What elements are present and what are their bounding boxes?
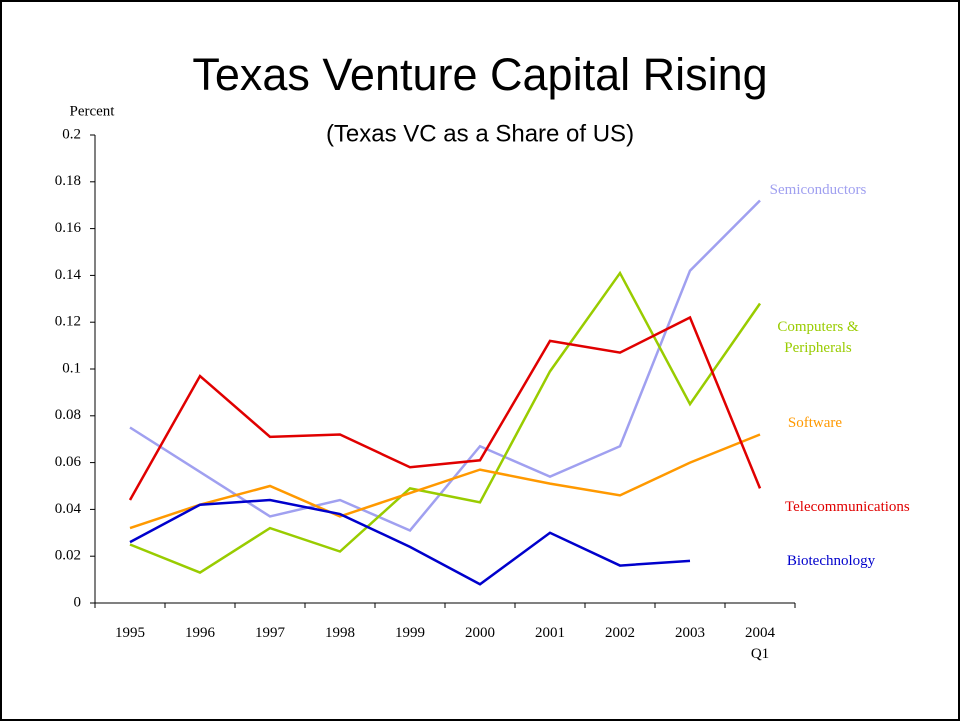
y-tick-label: 0.02 [55, 548, 81, 564]
y-tick-label: 0.04 [55, 501, 82, 517]
series-line [129, 270, 762, 574]
x-tick-label: 2002 [605, 625, 635, 641]
x-tick-label: 2003 [675, 625, 705, 641]
y-tick-label: 0.12 [55, 314, 81, 330]
y-axis-label: Percent [70, 103, 116, 119]
y-tick-label: 0.08 [55, 407, 81, 423]
series-line [129, 498, 691, 586]
series-label: Biotechnology [786, 553, 876, 569]
x-tick-label: 1999 [395, 625, 425, 641]
series-line [128, 315, 762, 501]
series-line [129, 433, 761, 530]
y-tick-label: 0.14 [55, 267, 82, 283]
series-label: Telecommunications [785, 499, 910, 515]
series-label: Semiconductors [769, 182, 867, 198]
x-tick-label: 2004 Q1 [745, 625, 775, 662]
y-tick-label: 0.1 [62, 360, 81, 376]
y-tick-label: 0.16 [55, 220, 82, 236]
y-tick-label: 0.18 [55, 173, 81, 189]
chart-subtitle: (Texas VC as a Share of US) [326, 120, 634, 147]
x-tick-label: 1995 [115, 625, 145, 641]
x-tick-label: 1998 [325, 625, 355, 641]
y-tick-label: 0.2 [62, 126, 81, 142]
x-tick-label: 2000 [465, 625, 495, 641]
y-tick-label: 0 [74, 594, 82, 610]
x-tick-label: 1996 [185, 625, 215, 641]
x-tick-label: 2001 [535, 625, 565, 641]
series-label: Software [787, 415, 843, 431]
chart-title: Texas Venture Capital Rising [192, 49, 767, 100]
y-tick-label: 0.06 [55, 454, 82, 470]
series-label: Computers & Peripherals [777, 319, 859, 356]
x-tick-label: 1997 [255, 625, 285, 641]
